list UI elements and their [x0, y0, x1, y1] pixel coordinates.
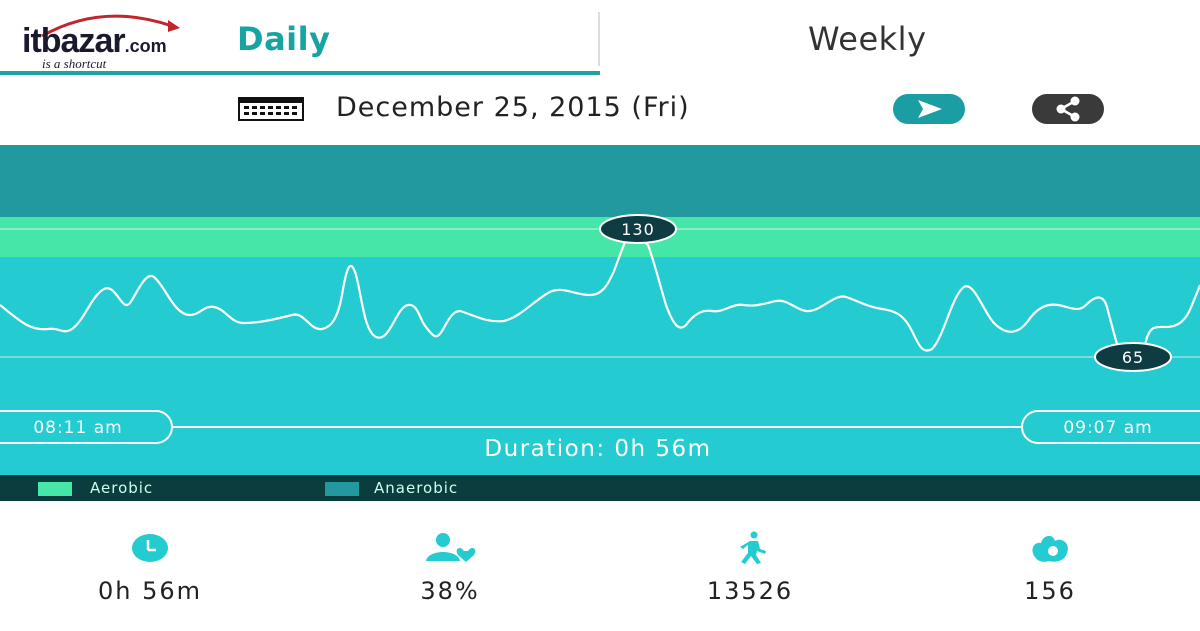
flame-icon — [1032, 535, 1068, 562]
logo-tagline: is a shortcut — [42, 56, 107, 71]
date-bar: December 25, 2015 (Fri) — [0, 80, 1200, 144]
chart-legend: Aerobic Anaerobic — [0, 475, 1200, 501]
legend-swatch-anaerobic — [325, 482, 359, 496]
next-day-button[interactable] — [893, 94, 965, 124]
legend-label-anaerobic: Anaerobic — [374, 479, 459, 497]
selected-date: December 25, 2015 (Fri) — [336, 92, 690, 123]
top-bar: itbazar.com is a shortcut Daily Weekly — [0, 0, 1200, 76]
stat-steps-value: 13526 — [706, 577, 794, 605]
heart-rate-line — [0, 229, 1200, 360]
calendar-icon[interactable] — [238, 97, 304, 121]
start-time-label: 08:11 am — [33, 418, 122, 438]
anaerobic-zone — [0, 145, 1200, 217]
end-time-handle[interactable]: 09:07 am — [1021, 410, 1200, 444]
min-marker-label: 65 — [1122, 348, 1144, 367]
tab-divider — [598, 12, 600, 66]
stat-duration-value: 0h 56m — [97, 577, 203, 605]
user-heart-icon — [426, 533, 476, 562]
stat-duration: 0h 56m — [50, 531, 250, 605]
walking-icon — [740, 531, 766, 564]
clock-icon — [132, 534, 168, 562]
chevron-right-icon — [918, 100, 942, 118]
brand-logo: itbazar.com is a shortcut — [22, 8, 207, 71]
max-marker-label: 130 — [621, 220, 655, 239]
base-zone — [0, 257, 1200, 475]
active-tab-indicator — [0, 71, 600, 75]
duration-label: Duration: 0h 56m — [484, 436, 711, 462]
stat-calories: 156 — [950, 531, 1150, 605]
stat-calories-value: 156 — [1024, 577, 1076, 605]
logo-arc-icon — [41, 14, 180, 38]
stats-row: 0h 56m 38% 13526 156 — [0, 501, 1200, 631]
min-marker: 65 — [1094, 342, 1172, 372]
start-time-handle[interactable]: 08:11 am — [0, 410, 173, 444]
legend-swatch-aerobic — [38, 482, 72, 496]
tab-daily[interactable]: Daily — [237, 20, 331, 58]
aerobic-zone — [0, 217, 1200, 257]
stat-percentage-value: 38% — [420, 577, 480, 605]
stat-steps: 13526 — [650, 531, 850, 605]
end-time-label: 09:07 am — [1063, 418, 1152, 438]
share-button[interactable] — [1032, 94, 1104, 124]
stat-percentage: 38% — [350, 531, 550, 605]
logo-wordmark: itbazar.com — [22, 22, 167, 60]
heart-rate-chart: 130 65 08:11 am 09:07 am Duration: 0h 56… — [0, 145, 1200, 475]
tab-weekly[interactable]: Weekly — [808, 20, 927, 58]
share-icon — [1056, 96, 1080, 122]
max-marker: 130 — [599, 214, 677, 244]
legend-label-aerobic: Aerobic — [90, 479, 154, 497]
